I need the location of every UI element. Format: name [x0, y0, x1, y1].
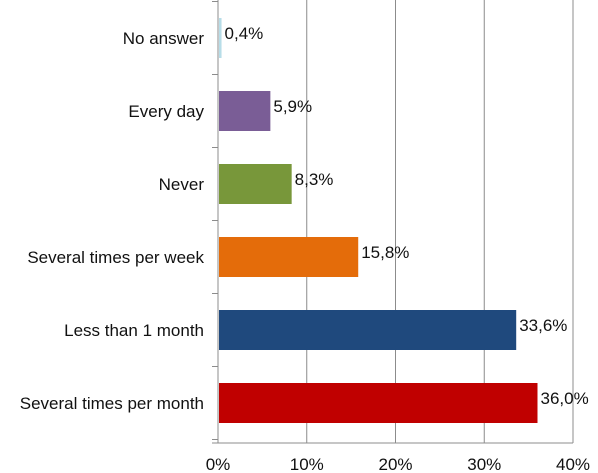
bar [219, 164, 292, 204]
data-label: 0,4% [225, 24, 264, 43]
data-label: 8,3% [295, 170, 334, 189]
data-label: 33,6% [519, 316, 567, 335]
data-label: 36,0% [541, 389, 589, 408]
category-label: No answer [123, 29, 205, 48]
bar [219, 383, 538, 423]
x-tick-label: 20% [378, 455, 412, 473]
category-label: Less than 1 month [64, 321, 204, 340]
bar [219, 310, 517, 350]
x-tick-label: 0% [206, 455, 231, 473]
gridlines [306, 0, 574, 443]
category-label: Several times per month [20, 394, 204, 413]
category-label: Every day [128, 102, 204, 121]
bar [219, 91, 271, 131]
axes [212, 0, 573, 444]
x-tick-label: 30% [467, 455, 501, 473]
data-label: 15,8% [361, 243, 409, 262]
data-label: 5,9% [273, 97, 312, 116]
category-label: Several times per week [27, 248, 204, 267]
labels: 0% 10% 20% 30% 40% No answer 0,4% Every day 5,9%… [20, 24, 590, 473]
bars [219, 18, 538, 423]
x-tick-label: 40% [556, 455, 590, 473]
x-tick-label: 10% [290, 455, 324, 473]
bar [219, 237, 359, 277]
bar [219, 18, 222, 58]
category-label: Never [159, 175, 205, 194]
